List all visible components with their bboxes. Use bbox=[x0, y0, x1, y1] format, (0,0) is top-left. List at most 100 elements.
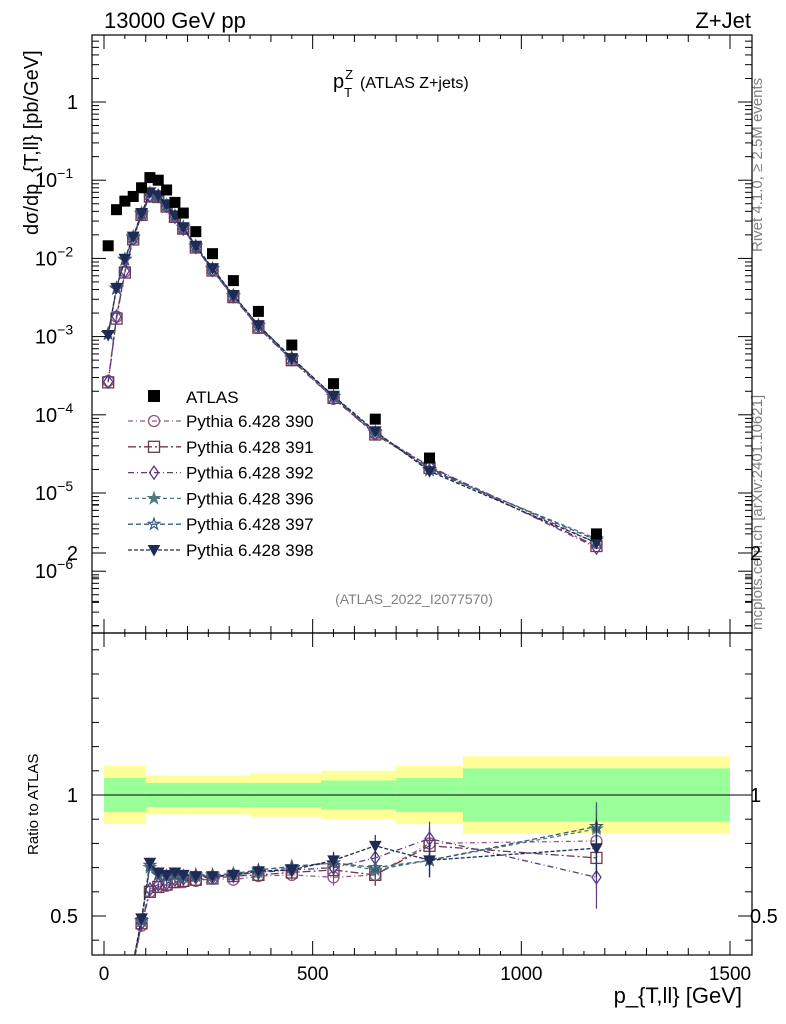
legend-label: Pythia 6.428 392 bbox=[186, 464, 314, 483]
xlabel: p_{T,ll} [GeV] bbox=[614, 983, 742, 1008]
ratio-point bbox=[176, 869, 190, 882]
mc-point bbox=[118, 253, 132, 266]
mc-line-4 bbox=[107, 192, 597, 541]
energy-label: 13000 GeV pp bbox=[104, 8, 246, 33]
ratio-point bbox=[111, 1007, 122, 1018]
ratio-point bbox=[423, 855, 436, 867]
mc-point bbox=[160, 199, 173, 211]
mc-point bbox=[111, 308, 122, 325]
ratio-point bbox=[591, 869, 602, 885]
legend-label-data: ATLAS bbox=[186, 388, 239, 407]
plot-title-main: p bbox=[333, 71, 344, 93]
mc-series-5 bbox=[101, 187, 603, 550]
ratio-y-tick-label-right: 0.5 bbox=[750, 906, 778, 928]
mc-series-1 bbox=[102, 190, 603, 553]
ratio-line-3 bbox=[133, 828, 597, 955]
mc-point bbox=[135, 208, 148, 220]
mc-point bbox=[176, 222, 190, 234]
ratio-point bbox=[119, 1002, 130, 1013]
main-ylabel: dσ/dp_{T,ll} [pb/GeV] bbox=[21, 50, 43, 235]
ratio-point bbox=[119, 987, 130, 998]
ratio-point bbox=[111, 1008, 122, 1018]
ratio-series-0 bbox=[111, 811, 603, 1024]
data-point bbox=[152, 174, 164, 186]
ratio-bands bbox=[92, 756, 752, 834]
data-point bbox=[161, 184, 173, 196]
mc-point bbox=[126, 231, 140, 244]
ratio-series-3 bbox=[102, 804, 604, 1023]
ratio-line-0 bbox=[134, 840, 597, 955]
data-point bbox=[369, 413, 381, 425]
data-point bbox=[119, 195, 131, 207]
ratio-point bbox=[368, 840, 382, 853]
rivet-version: Rivet 4.1.0, ≥ 2.5M events bbox=[749, 78, 766, 252]
ratio-y-tick-label-left: 2 bbox=[67, 543, 78, 565]
legend-label: Pythia 6.428 390 bbox=[186, 412, 314, 431]
x-tick-label: 0 bbox=[99, 964, 110, 985]
plot-title: pZ T (ATLAS Z+jets) bbox=[333, 67, 469, 100]
ratio-point bbox=[128, 959, 139, 970]
data-point bbox=[286, 339, 298, 351]
y-tick-label: 10−3 bbox=[35, 322, 73, 349]
legend-marker bbox=[147, 440, 161, 453]
data-point bbox=[328, 378, 340, 390]
data-point bbox=[424, 452, 436, 464]
plot-title-sub: T bbox=[344, 85, 352, 100]
mc-point bbox=[206, 263, 219, 275]
ratio-point bbox=[111, 1019, 122, 1024]
legend-marker bbox=[146, 516, 162, 531]
ratio-point bbox=[129, 958, 138, 971]
ratio-point bbox=[120, 1001, 129, 1014]
y-tick-label: 10−2 bbox=[35, 243, 73, 270]
y-tick-label: 10−5 bbox=[35, 478, 73, 505]
mc-point bbox=[591, 540, 602, 556]
ratio-point bbox=[135, 913, 148, 925]
mc-line-3 bbox=[107, 192, 597, 540]
mc-point bbox=[101, 329, 115, 342]
data-point bbox=[227, 275, 239, 287]
ratio-series bbox=[102, 802, 604, 1024]
y-tick-label: 10−6 bbox=[35, 556, 73, 583]
ratio-y-tick-label-right: 2 bbox=[750, 543, 761, 565]
ratio-point bbox=[160, 869, 173, 882]
ratio-point bbox=[367, 859, 383, 875]
legend-label: Pythia 6.428 396 bbox=[186, 489, 314, 508]
legend-label: Pythia 6.428 391 bbox=[186, 438, 314, 457]
legend-marker bbox=[147, 414, 161, 428]
mc-series-4 bbox=[100, 185, 604, 547]
ratio-point bbox=[119, 989, 130, 999]
ratio-ylabel: Ratio to ATLAS bbox=[25, 754, 42, 855]
mc-point bbox=[102, 374, 114, 390]
data-point bbox=[177, 207, 189, 219]
plot-title-rest: (ATLAS Z+jets) bbox=[360, 75, 469, 92]
mc-point bbox=[168, 210, 182, 222]
ratio-point bbox=[132, 954, 134, 955]
data-series bbox=[102, 172, 602, 540]
data-point bbox=[207, 248, 219, 260]
mc-series-0 bbox=[102, 189, 603, 550]
ratio-point bbox=[227, 869, 240, 882]
ratio-point bbox=[103, 1013, 114, 1023]
data-point bbox=[590, 528, 602, 540]
mc-point bbox=[143, 187, 157, 199]
plot-title-sup: Z bbox=[345, 67, 353, 82]
mc-point bbox=[285, 353, 299, 365]
ratio-series-2 bbox=[120, 821, 602, 1014]
process-label: Z+Jet bbox=[695, 8, 751, 33]
ratio-point bbox=[102, 1012, 113, 1023]
ratio-point bbox=[111, 1019, 122, 1024]
ratio-series-1 bbox=[111, 828, 603, 1024]
mcplots-source: mcplots.cern.ch [arXiv:2401.10621] bbox=[749, 395, 766, 630]
mc-point bbox=[423, 466, 436, 478]
data-point bbox=[136, 182, 148, 194]
ratio-point bbox=[285, 865, 299, 877]
y-tick-label: 1 bbox=[67, 92, 78, 114]
ratio-point bbox=[152, 876, 164, 893]
ratio-y-tick-label-left: 0.5 bbox=[50, 906, 78, 928]
mc-line-5 bbox=[107, 191, 597, 544]
ratio-point bbox=[143, 885, 157, 898]
mc-point bbox=[227, 290, 240, 302]
legend-label: Pythia 6.428 397 bbox=[186, 515, 314, 534]
